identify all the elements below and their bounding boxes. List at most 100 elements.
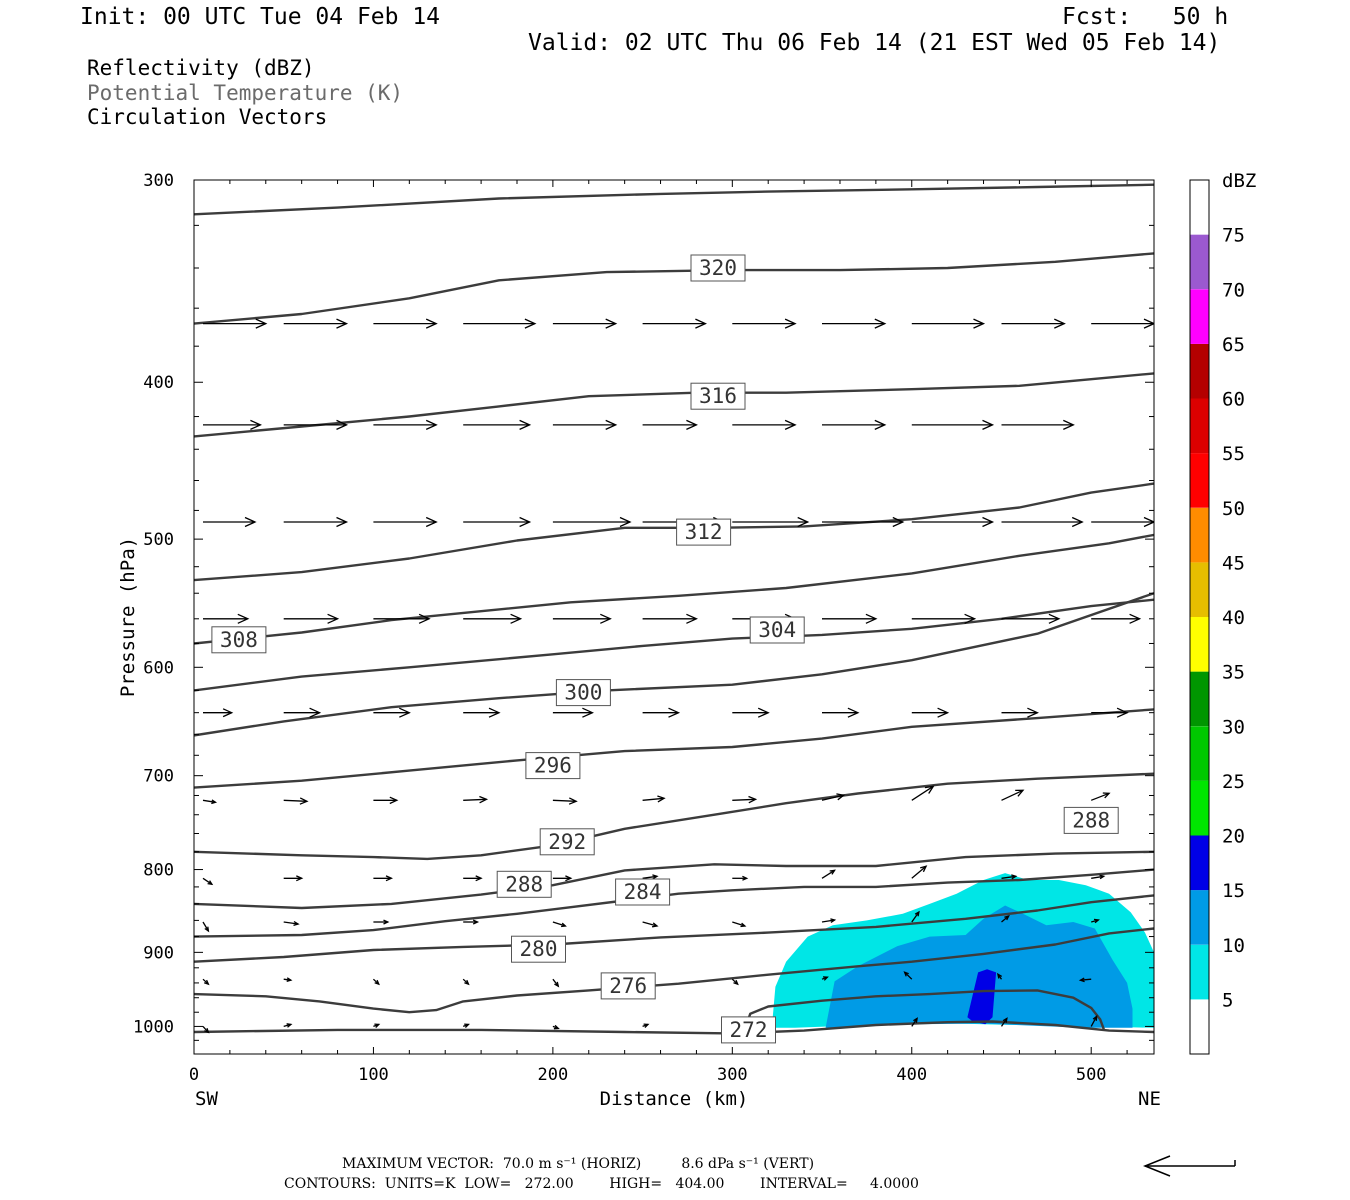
y-tick-label: 300	[143, 171, 174, 191]
valid-time-label: Valid: 02 UTC Thu 06 Feb 14 (21 EST Wed …	[528, 30, 1221, 56]
vector-arrow	[373, 613, 431, 624]
vector-arrow	[552, 318, 618, 329]
vector-arrow	[732, 921, 747, 928]
theta-label-text: 288	[1072, 808, 1110, 832]
theta-label-text: 296	[534, 754, 572, 778]
vector-arrow	[1000, 1017, 1008, 1027]
colorbar-segment-below-5	[1190, 999, 1209, 1054]
colorbar-label: 40	[1222, 607, 1245, 629]
theta-contour-300	[194, 708, 1154, 789]
vector-arrow	[1001, 707, 1039, 718]
contours-footer: CONTOURS: UNITS=K LOW= 272.00 HIGH= 404.…	[284, 1176, 919, 1192]
theta-label-text: 308	[220, 628, 258, 652]
vector-arrow	[203, 708, 234, 718]
colorbar-label: 10	[1222, 935, 1245, 957]
y-tick-label: 800	[143, 861, 174, 881]
forecast-hour-label: Fcst: 50 h	[1062, 4, 1229, 30]
vector-arrow	[822, 613, 878, 624]
vector-arrow	[1091, 918, 1100, 924]
colorbar-segment-30	[1190, 671, 1209, 727]
theta-label: 316	[690, 382, 746, 410]
vector-arrow	[732, 795, 758, 804]
theta-label: 288	[1063, 806, 1119, 834]
vector-arrow	[373, 516, 438, 528]
vector-arrow	[283, 977, 293, 983]
vector-arrow	[283, 613, 340, 624]
colorbar-segment-25	[1190, 726, 1209, 781]
vector-arrow	[642, 707, 681, 718]
theta-label: 304	[749, 616, 805, 644]
vector-arrow	[552, 1024, 560, 1030]
vector-arrow	[1091, 318, 1154, 329]
vector-arrow	[732, 707, 770, 718]
theta-label: 284	[615, 878, 671, 906]
reflectivity-layer	[771, 873, 1154, 1028]
vector-arrow	[1001, 874, 1018, 880]
vector-arrow	[822, 419, 887, 430]
y-tick-label: 500	[143, 530, 174, 550]
field-label-theta: Potential Temperature (K)	[87, 81, 404, 105]
vector-arrow	[462, 1023, 470, 1028]
vector-arrow	[203, 516, 257, 528]
colorbar-segment-55	[1190, 398, 1209, 454]
axes-layer: 0 100 200 300 400 500 300 400 500 600 700 800 900 100…	[133, 171, 1154, 1085]
vector-arrow	[821, 976, 829, 981]
x-tick-label: 400	[896, 1065, 927, 1085]
theta-label-text: 284	[624, 880, 662, 904]
vector-arrow	[463, 795, 489, 804]
colorbar-segment-75	[1190, 180, 1209, 235]
x-end-label-right: NE	[1138, 1088, 1161, 1110]
x-tick-label: 0	[189, 1065, 199, 1085]
vector-arrow	[373, 1023, 381, 1028]
vector-arrow	[373, 919, 390, 925]
reference-vector	[1142, 1155, 1236, 1177]
theta-label: 292	[539, 828, 595, 856]
vector-arrow	[372, 978, 380, 986]
vector-arrow	[283, 318, 349, 329]
vector-arrow	[911, 910, 920, 923]
colorbar-segment-70	[1190, 234, 1209, 290]
theta-contour-318	[194, 252, 1154, 325]
theta-label: 320	[690, 254, 746, 282]
colorbar-segment-20	[1190, 780, 1209, 836]
vector-arrow	[903, 971, 913, 980]
colorbar-segment-10	[1190, 890, 1209, 945]
vector-arrow	[1078, 977, 1092, 983]
vector-arrow	[911, 1017, 918, 1027]
vector-layer	[202, 318, 1154, 1034]
plot-frame	[193, 179, 1155, 1055]
vector-arrow	[732, 516, 810, 528]
vector-arrow	[996, 972, 1003, 980]
vector-arrow	[1001, 613, 1061, 624]
vector-arrow	[1001, 419, 1075, 430]
theta-contour-292	[194, 850, 1154, 910]
theta-label: 288	[496, 870, 552, 898]
vector-arrow	[552, 797, 578, 805]
vector-arrow	[731, 978, 739, 986]
vector-arrow	[552, 921, 567, 928]
colorbar-label: 60	[1222, 389, 1245, 411]
vector-arrow	[732, 318, 797, 329]
vector-arrow	[642, 318, 707, 329]
colorbar-title: dBZ	[1222, 170, 1256, 192]
colorbar-label: 20	[1222, 826, 1245, 848]
vector-arrow	[373, 318, 438, 329]
colorbar-segment-50	[1190, 453, 1209, 508]
theta-contour-304	[194, 592, 1154, 737]
vector-arrow	[283, 797, 309, 805]
vector-arrow	[373, 707, 411, 718]
vector-arrow	[552, 516, 632, 528]
field-label-reflectivity: Reflectivity (dBZ)	[87, 56, 315, 80]
y-tick-label: 700	[143, 767, 174, 787]
colorbar-segment-15	[1190, 835, 1209, 891]
vector-arrow	[463, 318, 537, 329]
theta-label-text: 316	[699, 384, 737, 408]
theta-contour-276	[745, 989, 1105, 1030]
theta-label-text: 300	[564, 681, 602, 705]
vector-arrow	[821, 869, 836, 879]
vector-arrow	[283, 875, 304, 882]
vector-arrow	[911, 613, 977, 624]
reflectivity-area-10dbz	[825, 905, 1133, 1028]
colorbar: 5 10 15 20 25 30 35 40 45 50 55 60 65 70 75 dBZ	[1189, 170, 1256, 1055]
